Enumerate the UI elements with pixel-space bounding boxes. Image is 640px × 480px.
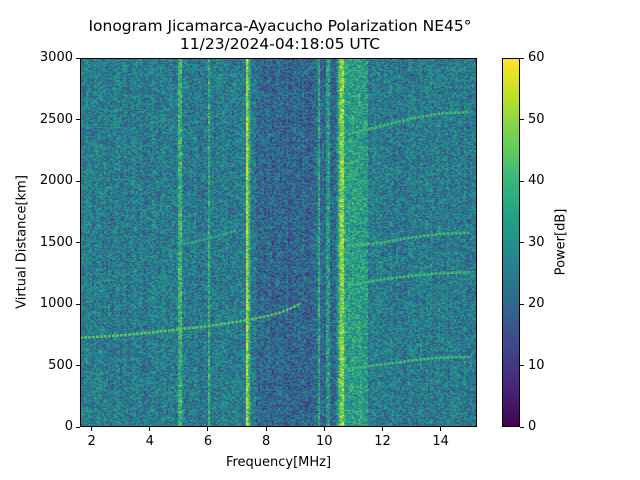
x-axis-label: Frequency[MHz] xyxy=(225,455,332,470)
x-tick xyxy=(440,427,442,431)
y-tick xyxy=(76,180,80,182)
y-tick-label: 3000 xyxy=(39,50,73,65)
echo-trace xyxy=(347,270,470,287)
x-tick xyxy=(207,427,209,431)
echo-trace xyxy=(347,110,470,136)
y-tick-label: 1000 xyxy=(39,296,73,311)
echo-trace xyxy=(347,231,470,248)
colorbar-tick xyxy=(520,365,524,366)
ionogram-plot-area xyxy=(80,58,477,427)
colorbar-tick xyxy=(520,303,524,305)
colorbar-tick-label: 20 xyxy=(528,296,545,311)
colorbar-tick-label: 0 xyxy=(528,419,537,434)
x-tick-label: 8 xyxy=(261,434,271,449)
y-axis-label: Virtual Distance[km] xyxy=(14,175,30,309)
x-tick xyxy=(91,427,93,431)
colorbar-tick xyxy=(520,180,524,182)
colorbar-tick-label: 30 xyxy=(528,234,545,250)
x-tick xyxy=(265,427,267,431)
y-tick-label: 2500 xyxy=(39,111,73,127)
y-tick-label: 0 xyxy=(64,419,73,434)
x-tick xyxy=(323,427,325,431)
x-tick xyxy=(381,427,383,431)
x-tick-label: 2 xyxy=(87,434,96,449)
echo-trace xyxy=(80,301,302,340)
y-tick xyxy=(76,365,80,366)
y-tick-label: 1500 xyxy=(39,234,73,250)
x-tick-label: 14 xyxy=(432,434,449,449)
echo-trace xyxy=(178,229,238,247)
y-tick-label: 2000 xyxy=(39,173,73,188)
y-tick xyxy=(76,57,80,59)
colorbar-tick-label: 40 xyxy=(528,173,545,188)
colorbar-tick-label: 10 xyxy=(528,357,545,373)
x-tick-label: 4 xyxy=(145,434,154,449)
y-tick xyxy=(76,242,80,243)
chart-title: Ionogram Jicamarca-Ayacucho Polarization… xyxy=(88,17,472,35)
x-tick-label: 6 xyxy=(203,434,213,449)
colorbar-tick xyxy=(520,57,524,59)
x-tick xyxy=(149,427,151,431)
colorbar xyxy=(502,58,520,427)
colorbar-tick-label: 50 xyxy=(528,111,545,127)
x-tick-label: 12 xyxy=(374,434,391,449)
y-tick xyxy=(76,119,80,120)
colorbar-tick xyxy=(520,242,524,243)
y-tick xyxy=(76,303,80,305)
chart-subtitle: 11/23/2024-04:18:05 UTC xyxy=(179,35,381,53)
echo-traces xyxy=(80,110,470,371)
colorbar-tick-label: 60 xyxy=(528,50,545,65)
y-tick xyxy=(76,426,80,428)
colorbar-label: Power[dB] xyxy=(553,208,569,276)
echo-trace xyxy=(347,355,470,371)
y-tick-label: 500 xyxy=(48,357,73,373)
colorbar-tick xyxy=(520,426,524,428)
colorbar-tick xyxy=(520,119,524,120)
x-tick-label: 10 xyxy=(316,434,333,449)
